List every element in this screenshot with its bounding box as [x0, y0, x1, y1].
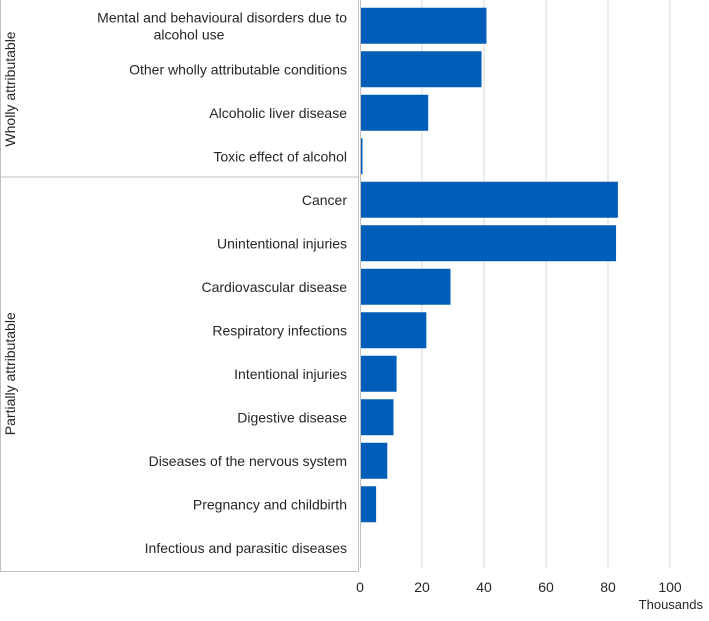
bar: [360, 268, 451, 305]
bar: [360, 399, 394, 436]
x-tick-label: 40: [476, 579, 492, 595]
group-label: Wholly attributable: [2, 31, 18, 146]
x-tick-label: 60: [538, 579, 554, 595]
bar: [360, 486, 377, 523]
x-tick-label: 100: [658, 579, 682, 595]
bar: [360, 7, 487, 44]
bar: [360, 225, 617, 262]
bar: [360, 355, 397, 392]
bar: [360, 442, 388, 479]
x-tick-label: 0: [356, 579, 364, 595]
group-label: Partially attributable: [2, 312, 18, 435]
group-frame: [0, 0, 361, 572]
category-label: Respiratory infections: [212, 322, 347, 338]
x-tick-label: 20: [414, 579, 430, 595]
bars: [360, 7, 618, 566]
category-label: Alcoholic liver disease: [209, 105, 347, 121]
category-label: Intentional injuries: [234, 366, 347, 382]
bar: [360, 312, 427, 349]
category-label: Unintentional injuries: [217, 235, 347, 251]
category-label: Toxic effect of alcohol: [213, 148, 347, 164]
bar: [360, 138, 363, 175]
gridlines: [421, 0, 671, 568]
category-label: Mental and behavioural disorders due to a…: [97, 9, 347, 42]
x-tick-label: 80: [600, 579, 616, 595]
bar: [360, 94, 429, 131]
category-label: Digestive disease: [237, 409, 347, 425]
group-labels: Wholly attributable Partially attributabl…: [2, 31, 18, 435]
category-labels: Mental and behavioural disorders due to a…: [97, 9, 347, 556]
category-label: Diseases of the nervous system: [149, 453, 347, 469]
category-label: Pregnancy and childbirth: [193, 496, 347, 512]
bar: [360, 51, 482, 88]
x-axis-ticks: 0 20 40 60 80 100: [356, 579, 682, 595]
category-label: Infectious and parasitic diseases: [145, 540, 347, 556]
category-label: Cancer: [302, 192, 347, 208]
unit-label: Thousands: [639, 597, 704, 612]
category-label: Cardiovascular disease: [201, 279, 347, 295]
bar: [360, 181, 618, 218]
category-label: Other wholly attributable conditions: [129, 61, 347, 77]
